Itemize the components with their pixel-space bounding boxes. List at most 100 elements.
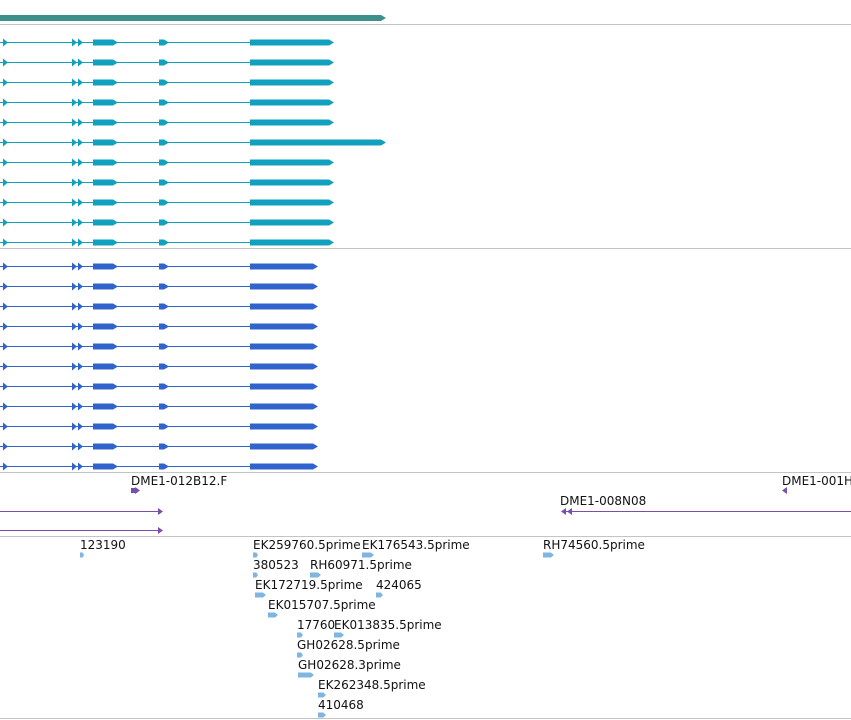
- transcript-row-a[interactable]: [0, 158, 334, 167]
- exon-block: [159, 463, 169, 470]
- exon-marker: [3, 382, 8, 391]
- est-label-410468[interactable]: 410468: [318, 698, 364, 712]
- est-label-rh60971[interactable]: RH60971.5prime: [310, 558, 412, 572]
- exon-block: [159, 159, 169, 166]
- transcript-row-a[interactable]: [0, 198, 334, 207]
- exon-marker: [3, 282, 8, 291]
- cds-block: [250, 423, 318, 430]
- est-feature[interactable]: [298, 672, 314, 678]
- exon-marker: [78, 98, 83, 107]
- est-feature[interactable]: [543, 552, 554, 558]
- transcript-row-a[interactable]: [0, 38, 334, 47]
- est-feature[interactable]: [255, 592, 266, 598]
- exon-marker: [78, 198, 83, 207]
- est-label-ek259760[interactable]: EK259760.5prime: [253, 538, 361, 552]
- cds-block: [250, 119, 334, 126]
- est-feature[interactable]: [318, 692, 326, 698]
- exon-block: [93, 283, 118, 290]
- clone-label-008n08[interactable]: DME1-008N08: [560, 494, 647, 508]
- exon-marker: [78, 422, 83, 431]
- transcript-row-b[interactable]: [0, 322, 318, 331]
- est-feature[interactable]: [318, 712, 326, 718]
- transcript-row-a[interactable]: [0, 118, 334, 127]
- transcript-row-b[interactable]: [0, 422, 318, 431]
- clone-strand-arrow: [561, 508, 566, 515]
- est-feature[interactable]: [362, 552, 374, 558]
- transcript-row-b[interactable]: [0, 262, 318, 271]
- transcript-row-b[interactable]: [0, 302, 318, 311]
- exon-block: [159, 363, 169, 370]
- est-label-ek172719[interactable]: EK172719.5prime: [255, 578, 363, 592]
- cds-block: [250, 159, 334, 166]
- exon-marker: [78, 302, 83, 311]
- est-label-ek013835[interactable]: EK013835.5prime: [334, 618, 442, 632]
- exon-marker: [78, 462, 83, 471]
- exon-marker: [72, 442, 77, 451]
- exon-block: [159, 443, 169, 450]
- est-label-17760[interactable]: 17760: [297, 618, 336, 632]
- exon-block: [159, 343, 169, 350]
- est-feature[interactable]: [80, 552, 84, 558]
- exon-marker: [72, 58, 77, 67]
- transcript-row-b[interactable]: [0, 282, 318, 291]
- transcript-row-a[interactable]: [0, 138, 386, 147]
- exon-block: [159, 239, 169, 246]
- exon-marker: [78, 442, 83, 451]
- exon-marker: [72, 342, 77, 351]
- exon-block: [93, 323, 118, 330]
- est-label-ek262348[interactable]: EK262348.5prime: [318, 678, 426, 692]
- gene-model-bar[interactable]: [0, 15, 386, 21]
- exon-marker: [72, 262, 77, 271]
- exon-marker: [3, 38, 8, 47]
- est-label-rh74560[interactable]: RH74560.5prime: [543, 538, 645, 552]
- est-feature[interactable]: [253, 572, 258, 578]
- transcript-row-b[interactable]: [0, 342, 318, 351]
- transcript-row-b[interactable]: [0, 442, 318, 451]
- exon-marker: [72, 302, 77, 311]
- est-label-424065[interactable]: 424065: [376, 578, 422, 592]
- est-feature[interactable]: [310, 572, 321, 578]
- exon-marker: [72, 322, 77, 331]
- transcript-row-a[interactable]: [0, 78, 334, 87]
- exon-marker: [78, 38, 83, 47]
- exon-marker: [78, 158, 83, 167]
- exon-marker: [72, 78, 77, 87]
- clone-label-012b12[interactable]: DME1-012B12.F: [131, 474, 228, 488]
- transcript-row-a[interactable]: [0, 218, 334, 227]
- exon-block: [93, 443, 118, 450]
- exon-marker: [3, 302, 8, 311]
- exon-marker: [72, 218, 77, 227]
- cds-block: [250, 303, 318, 310]
- est-label-gh02628-3[interactable]: GH02628.3prime: [298, 658, 401, 672]
- exon-block: [93, 363, 118, 370]
- clone-feature-012b12[interactable]: [131, 488, 137, 493]
- est-feature[interactable]: [253, 552, 258, 558]
- transcript-row-b[interactable]: [0, 462, 318, 471]
- est-label-380523[interactable]: 380523: [253, 558, 299, 572]
- est-label-123190[interactable]: 123190: [80, 538, 126, 552]
- transcript-row-a[interactable]: [0, 98, 334, 107]
- exon-block: [159, 283, 169, 290]
- est-feature[interactable]: [376, 592, 383, 598]
- est-label-ek176543[interactable]: EK176543.5prime: [362, 538, 470, 552]
- exon-block: [93, 239, 118, 246]
- exon-block: [93, 179, 118, 186]
- est-feature[interactable]: [297, 632, 303, 638]
- est-feature[interactable]: [334, 632, 344, 638]
- est-feature[interactable]: [297, 652, 303, 658]
- est-feature[interactable]: [268, 612, 278, 618]
- transcript-row-b[interactable]: [0, 382, 318, 391]
- clone-label-001h[interactable]: DME1-001H: [782, 474, 851, 488]
- exon-block: [159, 323, 169, 330]
- est-label-gh02628-5[interactable]: GH02628.5prime: [297, 638, 400, 652]
- clone-strand-arrow: [158, 508, 163, 515]
- est-label-ek015707[interactable]: EK015707.5prime: [268, 598, 376, 612]
- transcript-row-b[interactable]: [0, 362, 318, 371]
- exon-block: [93, 159, 118, 166]
- exon-block: [159, 219, 169, 226]
- transcript-row-a[interactable]: [0, 178, 334, 187]
- transcript-row-a[interactable]: [0, 58, 334, 67]
- exon-marker: [78, 402, 83, 411]
- transcript-row-a[interactable]: [0, 238, 334, 247]
- transcript-row-b[interactable]: [0, 402, 318, 411]
